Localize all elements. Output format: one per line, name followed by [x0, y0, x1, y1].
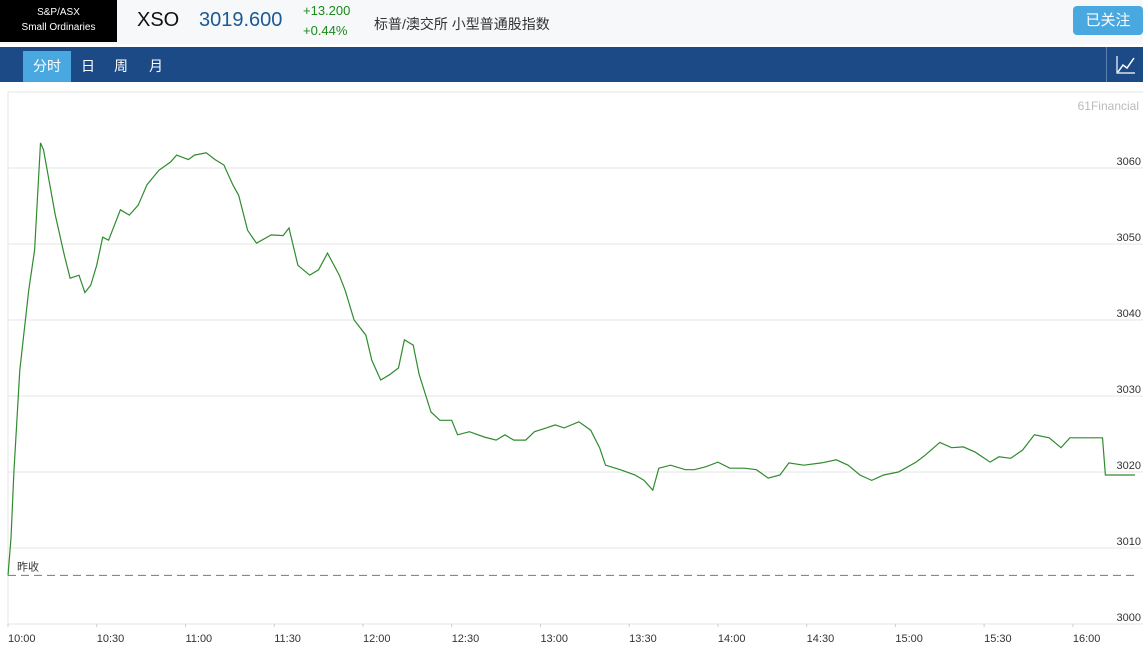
x-tick-label: 14:30 — [807, 633, 835, 645]
x-tick-label: 14:00 — [718, 633, 746, 645]
chart-icon — [1116, 56, 1135, 74]
x-tick-label: 15:00 — [895, 633, 923, 645]
y-tick-label: 3010 — [1117, 536, 1141, 548]
change: +13.200 — [303, 3, 351, 18]
x-tick-label: 12:30 — [452, 633, 480, 645]
code: XSO — [137, 9, 180, 31]
nav-bar: 分时 日 周 月 — [0, 47, 1143, 82]
y-tick-label: 3020 — [1117, 460, 1141, 472]
index-name: Small Ordinaries — [21, 22, 96, 33]
prev-close-label: 昨收 — [17, 559, 39, 573]
x-tick-label: 15:30 — [984, 633, 1012, 645]
y-tick-label: 3050 — [1117, 232, 1141, 244]
y-tick-label: 3030 — [1117, 384, 1141, 396]
x-tick-label: 10:00 — [8, 633, 36, 645]
tab[interactable]: 日 — [81, 58, 95, 74]
x-tick-label: 16:00 — [1073, 633, 1101, 645]
x-tick-label: 13:30 — [629, 633, 657, 645]
y-tick-label: 3040 — [1117, 308, 1141, 320]
index-badge: S&P/ASX Small Ordinaries — [0, 0, 117, 42]
x-tick-label: 11:00 — [185, 633, 212, 645]
chart-toggle[interactable] — [1106, 47, 1143, 82]
price-line — [7, 142, 1135, 576]
index-name: S&P/ASX — [37, 7, 80, 18]
x-tick-label: 12:00 — [363, 633, 391, 645]
header: S&P/ASX Small Ordinaries XSO 3019.600 +1… — [0, 0, 1143, 44]
change-pct: +0.44% — [303, 23, 348, 38]
description: 标普/澳交所 小型普通股指数 — [374, 16, 550, 32]
x-tick-label: 10:30 — [97, 633, 125, 645]
tab[interactable]: 月 — [149, 58, 163, 74]
price: 3019.600 — [199, 9, 283, 31]
y-tick-label: 3060 — [1117, 156, 1141, 168]
follow-button[interactable]: 已关注 — [1073, 6, 1143, 35]
tab[interactable]: 分时 — [23, 51, 71, 82]
x-tick-label: 13:00 — [540, 633, 568, 645]
x-tick-label: 11:30 — [274, 633, 301, 645]
watermark: 61Financial — [1078, 99, 1139, 113]
y-tick-label: 3000 — [1117, 612, 1141, 624]
tab[interactable]: 周 — [114, 58, 128, 74]
